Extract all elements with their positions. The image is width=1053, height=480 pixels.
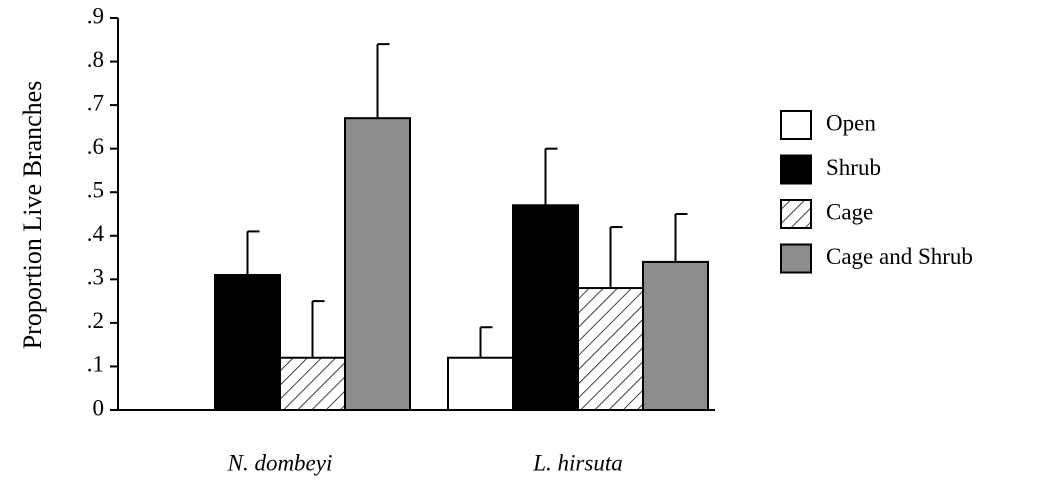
legend-label: Cage and Shrub [826, 244, 973, 269]
bar [642, 260, 709, 411]
x-tick-label: N. dombeyi [227, 450, 333, 475]
y-tick-label: .3 [87, 265, 104, 290]
y-tick-label: .1 [87, 352, 104, 377]
bar [447, 356, 514, 412]
y-tick-label: .4 [87, 221, 105, 246]
legend-label: Cage [826, 199, 873, 224]
x-tick-label: L. hirsuta [532, 450, 622, 475]
legend-swatch [780, 243, 812, 274]
y-tick-label: .7 [87, 90, 104, 115]
y-tick-label: .6 [87, 134, 104, 159]
y-tick-label: .8 [87, 47, 104, 72]
y-tick-label: .2 [87, 308, 104, 333]
bar [344, 117, 411, 412]
legend-label: Open [826, 110, 876, 135]
y-tick-label: .9 [87, 3, 104, 28]
y-tick-label: .5 [87, 178, 104, 203]
legend-swatch [780, 154, 812, 185]
legend-label: Shrub [826, 155, 881, 180]
bar [279, 356, 346, 412]
bar [214, 273, 281, 411]
legend-swatch [780, 199, 812, 229]
bar [512, 204, 579, 411]
bar [577, 287, 644, 411]
y-axis-label: Proportion Live Branches [18, 81, 47, 350]
y-tick-label: 0 [93, 395, 105, 420]
legend-swatch [780, 110, 812, 140]
